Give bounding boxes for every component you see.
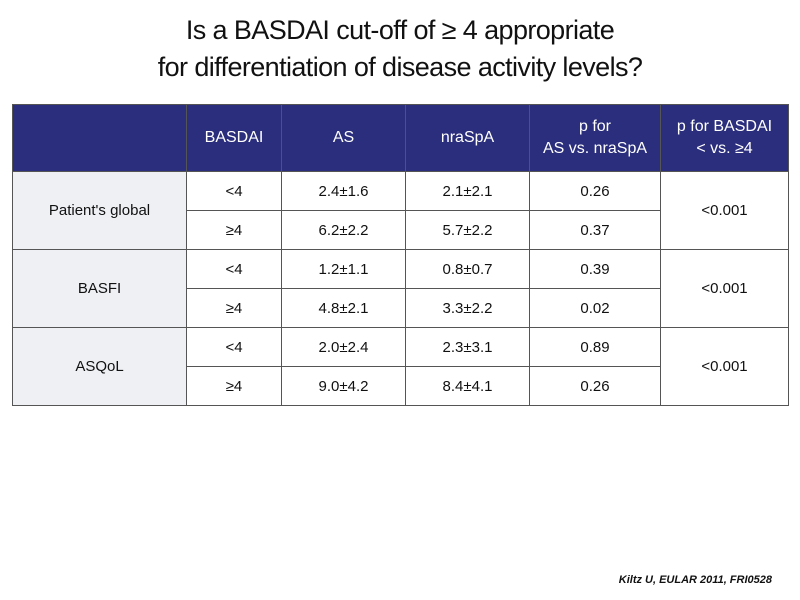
cell-basdai: <4 bbox=[186, 249, 282, 289]
header-basdai: BASDAI bbox=[186, 104, 282, 172]
header-empty-cell bbox=[12, 104, 187, 172]
header-p-as-line-2: AS vs. nraSpA bbox=[542, 140, 648, 157]
header-nraspa: nraSpA bbox=[405, 104, 530, 172]
results-table: BASDAI AS nraSpA p for AS vs. nraSpA p f… bbox=[12, 104, 789, 406]
cell-p-as-vs-nraspa: 0.39 bbox=[529, 249, 661, 289]
cell-as: 1.2±1.1 bbox=[281, 249, 406, 289]
cell-basdai: <4 bbox=[186, 171, 282, 211]
cell-nraspa: 2.3±3.1 bbox=[405, 327, 530, 367]
header-p-basdai: p for BASDAI < vs. ≥4 bbox=[660, 104, 789, 172]
cell-basdai: <4 bbox=[186, 327, 282, 367]
table-row: ≥4 6.2±2.2 5.7±2.2 0.37 bbox=[13, 210, 789, 250]
cell-as: 6.2±2.2 bbox=[281, 210, 406, 250]
cell-nraspa: 0.8±0.7 bbox=[405, 249, 530, 289]
cell-as: 9.0±4.2 bbox=[281, 366, 406, 406]
cell-nraspa: 3.3±2.2 bbox=[405, 288, 530, 328]
cell-basdai: ≥4 bbox=[186, 288, 282, 328]
slide-title-line-2: for differentiation of disease activity … bbox=[157, 52, 643, 82]
cell-as: 4.8±2.1 bbox=[281, 288, 406, 328]
cell-nraspa: 8.4±4.1 bbox=[405, 366, 530, 406]
cell-p-as-vs-nraspa: 0.26 bbox=[529, 171, 661, 211]
header-p-as-line-1: p for bbox=[578, 118, 611, 135]
slide-title-line-1: Is a BASDAI cut-off of ≥ 4 appropriate bbox=[185, 15, 615, 45]
table-header-row: BASDAI AS nraSpA p for AS vs. nraSpA p f… bbox=[12, 104, 789, 172]
group-label-basfi: BASFI bbox=[12, 249, 187, 328]
cell-basdai: ≥4 bbox=[186, 366, 282, 406]
group-label-asqol: ASQoL bbox=[12, 327, 187, 406]
cell-p-as-vs-nraspa: 0.89 bbox=[529, 327, 661, 367]
cell-p-basdai: <0.001 bbox=[660, 327, 789, 406]
table-row: ASQoL <4 2.0±2.4 2.3±3.1 0.89 <0.001 bbox=[12, 327, 789, 406]
citation: Kiltz U, EULAR 2011, FRI0528 bbox=[618, 574, 772, 586]
header-as: AS bbox=[281, 104, 406, 172]
header-p-basdai-line-1: p for BASDAI bbox=[676, 118, 773, 135]
group-label-patients-global: Patient's global bbox=[12, 171, 187, 250]
cell-p-as-vs-nraspa: 0.26 bbox=[529, 366, 661, 406]
cell-p-as-vs-nraspa: 0.02 bbox=[529, 288, 661, 328]
cell-as: 2.0±2.4 bbox=[281, 327, 406, 367]
cell-basdai: ≥4 bbox=[186, 210, 282, 250]
cell-p-as-vs-nraspa: 0.37 bbox=[529, 210, 661, 250]
cell-p-basdai: <0.001 bbox=[660, 249, 789, 328]
cell-nraspa: 2.1±2.1 bbox=[405, 171, 530, 211]
slide-title: Is a BASDAI cut-off of ≥ 4 appropriate f… bbox=[0, 12, 800, 86]
table-row: Patient's global <4 2.4±1.6 2.1±2.1 0.26… bbox=[12, 171, 789, 250]
cell-as: 2.4±1.6 bbox=[281, 171, 406, 211]
table-row: ≥4 4.8±2.1 3.3±2.2 0.02 bbox=[13, 288, 789, 328]
header-p-basdai-line-2: < vs. ≥4 bbox=[696, 140, 753, 157]
header-p-as-vs-nraspa: p for AS vs. nraSpA bbox=[529, 104, 661, 172]
table-row: BASFI <4 1.2±1.1 0.8±0.7 0.39 <0.001 bbox=[12, 249, 789, 328]
cell-p-basdai: <0.001 bbox=[660, 171, 789, 250]
table-row: ≥4 9.0±4.2 8.4±4.1 0.26 bbox=[13, 366, 789, 406]
cell-nraspa: 5.7±2.2 bbox=[405, 210, 530, 250]
